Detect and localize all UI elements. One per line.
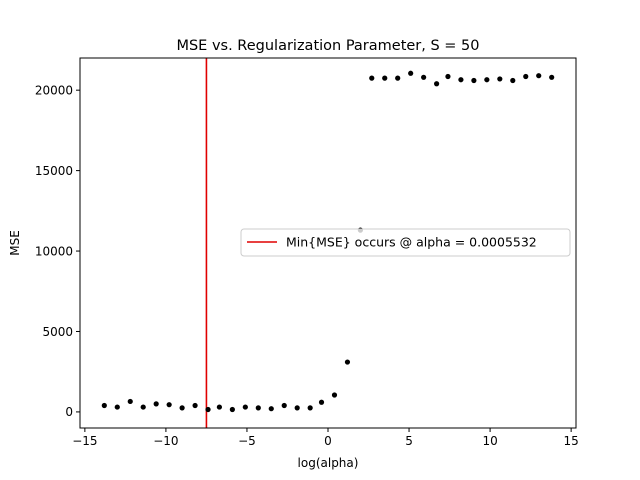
legend-label: Min{MSE} occurs @ alpha = 0.0005532 bbox=[286, 235, 537, 250]
data-point bbox=[510, 77, 516, 84]
data-point bbox=[395, 75, 401, 81]
data-point bbox=[192, 402, 198, 409]
y-tick-label: 15000 bbox=[35, 164, 73, 178]
chart-title: MSE vs. Regularization Parameter, S = 50 bbox=[176, 38, 479, 54]
data-point bbox=[255, 405, 261, 411]
data-point bbox=[140, 404, 146, 410]
x-tick-label: 5 bbox=[405, 434, 413, 448]
data-point bbox=[497, 76, 503, 82]
data-point bbox=[458, 77, 464, 83]
data-point bbox=[421, 74, 427, 80]
legend-box bbox=[240, 228, 571, 257]
x-axis: −15 −10 −5 0 5 10 15 bbox=[72, 428, 579, 448]
data-point bbox=[471, 77, 477, 84]
x-tick-label: −5 bbox=[238, 434, 256, 448]
x-tick-label: −15 bbox=[72, 434, 97, 448]
data-point bbox=[166, 402, 172, 408]
data-point bbox=[127, 398, 133, 405]
data-point bbox=[281, 402, 287, 409]
data-point bbox=[307, 405, 313, 411]
x-tick-label: −10 bbox=[153, 434, 178, 448]
data-point bbox=[434, 81, 440, 87]
data-point bbox=[369, 75, 375, 81]
data-point bbox=[318, 399, 325, 405]
data-point bbox=[216, 404, 222, 410]
data-point bbox=[549, 74, 555, 80]
data-point bbox=[114, 404, 120, 410]
x-tick-label: 15 bbox=[563, 434, 578, 448]
data-point bbox=[382, 75, 388, 81]
y-axis: 0 5000 10000 15000 20000 bbox=[35, 83, 80, 419]
data-point bbox=[242, 404, 248, 410]
y-axis-title: MSE bbox=[8, 230, 22, 256]
y-tick-label: 5000 bbox=[42, 325, 73, 339]
data-point bbox=[153, 401, 159, 407]
x-axis-title: log(alpha) bbox=[298, 456, 359, 470]
data-point bbox=[179, 405, 185, 411]
y-tick-label: 10000 bbox=[35, 244, 73, 258]
data-point bbox=[484, 77, 490, 83]
data-point bbox=[445, 73, 451, 80]
data-point bbox=[205, 406, 211, 413]
data-point bbox=[101, 402, 107, 409]
data-point bbox=[331, 392, 338, 398]
y-tick-label: 20000 bbox=[35, 83, 73, 97]
x-tick-label: 10 bbox=[482, 434, 497, 448]
data-point bbox=[523, 73, 529, 80]
y-tick-label: 0 bbox=[65, 405, 73, 419]
data-point bbox=[268, 406, 274, 412]
data-point bbox=[536, 73, 542, 79]
data-point bbox=[294, 405, 300, 411]
legend: Min{MSE} occurs @ alpha = 0.0005532 bbox=[240, 228, 571, 257]
x-tick-label: 0 bbox=[324, 434, 332, 448]
data-point bbox=[408, 70, 414, 76]
data-point bbox=[344, 359, 351, 365]
data-point bbox=[229, 406, 235, 413]
